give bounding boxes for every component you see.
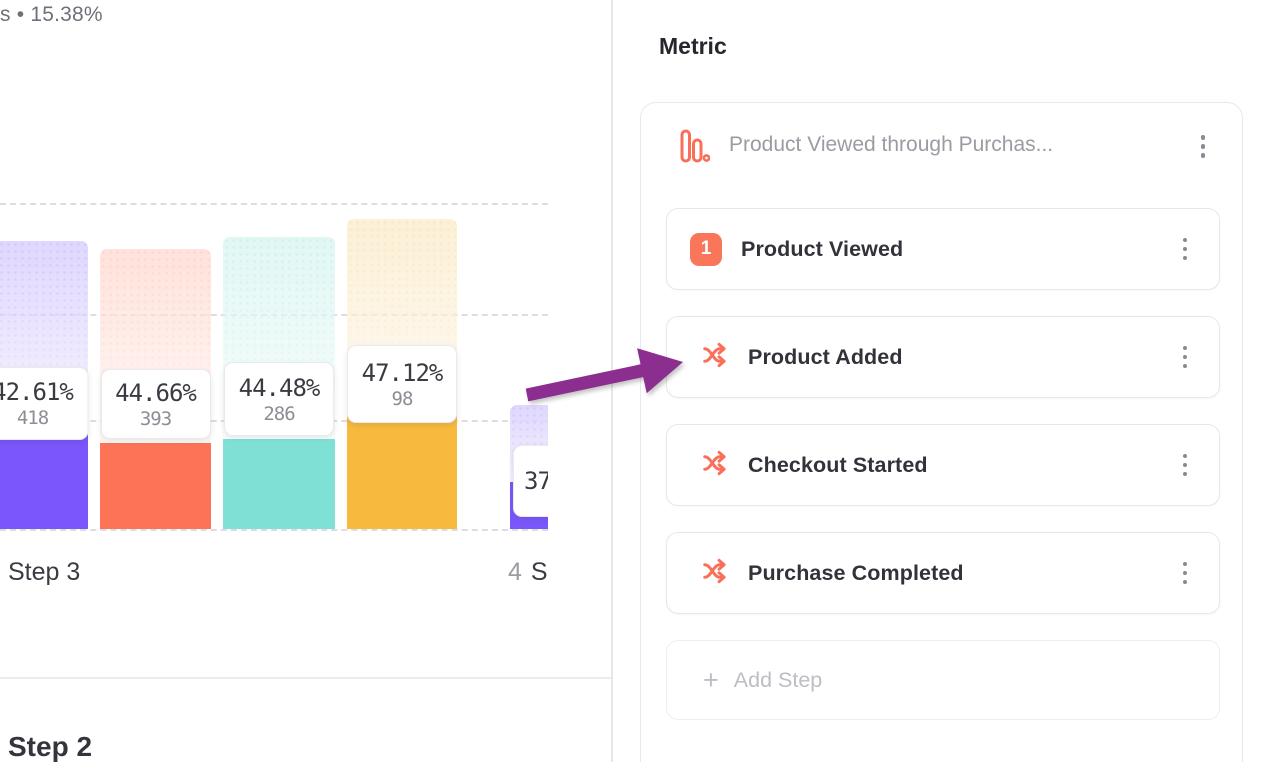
bar-value-label: 44.66% 393	[100, 369, 211, 439]
bar-converted-segment	[100, 443, 211, 529]
step-kebab-menu-icon[interactable]	[1179, 558, 1192, 589]
metric-name: Product Viewed through Purchas...	[729, 133, 1054, 156]
gridline	[0, 203, 548, 205]
x-axis-labels: Step 3 4 Step 4	[0, 558, 548, 594]
metric-kebab-menu-icon[interactable]	[1197, 131, 1210, 162]
bar-value-label: 37	[513, 445, 548, 517]
funnel-bar-3[interactable]: 44.48% 286	[223, 237, 335, 529]
funnel-bar-5[interactable]: 37	[510, 405, 548, 529]
metric-card: Product Viewed through Purchas... 1 Prod…	[640, 102, 1243, 762]
gridline	[0, 529, 548, 531]
step-kebab-menu-icon[interactable]	[1179, 450, 1192, 481]
conversion-percent: 44.48%	[238, 373, 321, 402]
add-step-button[interactable]: + Add Step	[666, 640, 1220, 720]
bar-value-label: 42.61% 418	[0, 367, 88, 440]
conversion-count: 286	[263, 402, 295, 425]
add-step-label: Add Step	[733, 667, 823, 692]
step-number: 4	[508, 558, 522, 586]
step-label: Checkout Started	[748, 452, 928, 477]
next-section-heading: Step 2	[8, 731, 93, 762]
step-name: Step 4	[530, 558, 548, 586]
axis-label-step-3: Step 3	[8, 558, 81, 586]
section-divider	[0, 677, 611, 679]
step-label: Product Viewed	[741, 236, 904, 261]
step-row-purchase-completed[interactable]: Purchase Completed	[666, 532, 1220, 614]
step-row-product-viewed[interactable]: 1 Product Viewed	[666, 208, 1220, 290]
metric-header[interactable]: Product Viewed through Purchas...	[641, 103, 1242, 191]
metric-panel-heading: Metric	[659, 33, 727, 59]
bar-value-label: 44.48% 286	[224, 362, 334, 436]
conversion-percent: 47.12%	[361, 358, 444, 387]
step-label: Product Added	[748, 344, 903, 369]
step-kebab-menu-icon[interactable]	[1179, 342, 1192, 373]
conversion-percent: 44.66%	[115, 378, 197, 407]
axis-label-step-4: 4 Step 4	[508, 558, 548, 587]
step-number-badge: 1	[690, 232, 722, 266]
conversion-percent: 37	[524, 467, 548, 495]
step-kebab-menu-icon[interactable]	[1179, 234, 1192, 265]
bar-converted-segment	[223, 439, 335, 529]
step-row-checkout-started[interactable]: Checkout Started	[666, 424, 1220, 506]
funnel-chart: 42.61% 418 44.66% 393 44.48% 2	[0, 190, 548, 610]
conversion-count: 393	[139, 407, 172, 430]
metric-panel: Metric Product Viewed through Purchas...…	[613, 0, 1264, 762]
funnel-bar-4[interactable]: 47.12% 98	[347, 219, 457, 529]
funnel-bar-1[interactable]: 42.61% 418	[0, 241, 88, 529]
shuffle-icon	[701, 556, 731, 591]
bar-value-label: 47.12% 98	[347, 345, 457, 423]
funnel-bar-2[interactable]: 44.66% 393	[100, 249, 211, 529]
shuffle-icon	[701, 340, 731, 375]
conversion-percent: 42.61%	[0, 378, 74, 406]
step-label: Purchase Completed	[748, 560, 964, 585]
funnel-report-panel: s • 15.38% 42.61% 418 44.66%	[0, 0, 611, 762]
conversion-count: 98	[391, 387, 414, 410]
truncated-stat-text: s • 15.38%	[0, 3, 103, 26]
bar-converted-segment	[347, 416, 457, 529]
plus-icon: +	[703, 664, 719, 695]
shuffle-icon	[701, 448, 731, 483]
funnel-chart-icon	[680, 129, 711, 168]
step-row-product-added[interactable]: Product Added	[666, 316, 1220, 398]
conversion-count: 418	[16, 407, 49, 429]
